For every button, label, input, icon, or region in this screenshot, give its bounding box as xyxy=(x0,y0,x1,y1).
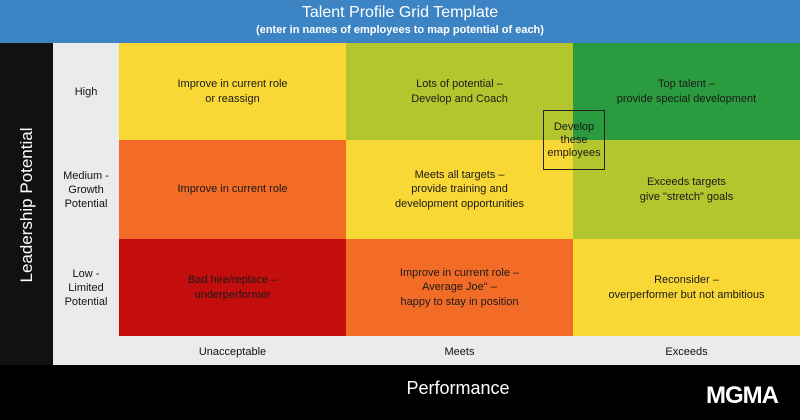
develop-callout-box: Develop these employees xyxy=(543,110,605,170)
mgma-logo: MGMA xyxy=(706,382,779,409)
y-axis-label: Leadership Potential xyxy=(17,127,36,283)
col-label-unacceptable: Unacceptable xyxy=(198,346,267,358)
header-banner: Talent Profile Grid Template (enter in n… xyxy=(0,0,800,43)
cell-medium-meets: Meets all targets – provide training and… xyxy=(346,140,573,239)
cell-low-meets: Improve in current role – Average Joe" –… xyxy=(346,239,573,336)
page-subtitle: (enter in names of employees to map pote… xyxy=(256,24,544,36)
cell-medium-exceeds: Exceeds targets give "stretch" goals xyxy=(573,140,800,239)
y-axis-bar xyxy=(0,43,53,365)
cell-low-unacceptable: Bad hire/replace – underperformer xyxy=(119,239,346,336)
x-axis-label: Performance xyxy=(406,378,510,398)
col-label-meets: Meets xyxy=(444,346,475,358)
cell-high-unacceptable: Improve in current role or reassign xyxy=(119,43,346,140)
footer-bar: Performance MGMA xyxy=(0,365,800,420)
row-label-high: High xyxy=(74,85,98,98)
page-title: Talent Profile Grid Template xyxy=(301,4,499,21)
cell-high-meets: Lots of potential – Develop and Coach xyxy=(346,43,573,140)
row-label-medium: Medium - Growth Potential xyxy=(63,169,109,210)
cell-medium-unacceptable: Improve in current role xyxy=(119,140,346,239)
row-label-low: Low - Limited Potential xyxy=(64,267,108,308)
cell-high-exceeds: Top talent – provide special development xyxy=(573,43,800,140)
col-label-exceeds: Exceeds xyxy=(665,346,708,358)
cell-low-exceeds: Reconsider – overperformer but not ambit… xyxy=(573,239,800,336)
